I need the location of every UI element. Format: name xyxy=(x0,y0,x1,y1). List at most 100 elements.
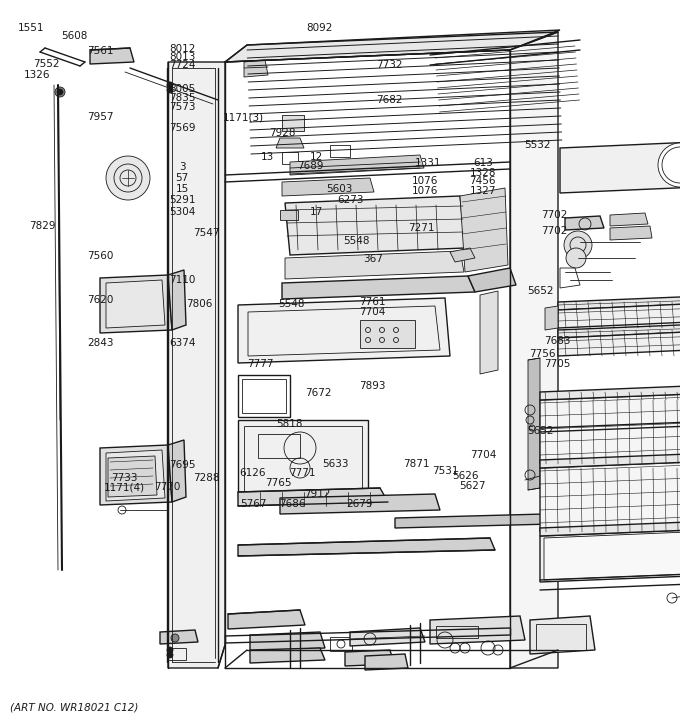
Polygon shape xyxy=(280,210,298,220)
Bar xyxy=(238,375,290,417)
Text: 7552: 7552 xyxy=(33,59,59,69)
Polygon shape xyxy=(168,440,186,502)
Text: 8092: 8092 xyxy=(307,22,333,33)
Polygon shape xyxy=(250,632,325,651)
Polygon shape xyxy=(100,275,172,333)
Circle shape xyxy=(566,248,586,268)
Polygon shape xyxy=(545,306,558,330)
Text: 7704: 7704 xyxy=(359,307,385,317)
Text: 5532: 5532 xyxy=(524,140,550,150)
Circle shape xyxy=(55,87,65,97)
Circle shape xyxy=(106,156,150,200)
Text: 57: 57 xyxy=(175,173,189,183)
Text: 7672: 7672 xyxy=(305,388,331,398)
Circle shape xyxy=(171,634,179,642)
Circle shape xyxy=(167,82,173,88)
Text: 7733: 7733 xyxy=(112,473,137,483)
Text: 7288: 7288 xyxy=(194,473,220,483)
Polygon shape xyxy=(168,62,225,668)
Bar xyxy=(536,624,586,650)
Bar xyxy=(360,320,415,348)
Text: 7912: 7912 xyxy=(305,489,330,499)
Text: 7761: 7761 xyxy=(359,297,385,307)
Text: 5548: 5548 xyxy=(343,236,369,246)
Text: 8013: 8013 xyxy=(169,52,195,62)
Text: 7695: 7695 xyxy=(169,460,195,471)
Polygon shape xyxy=(558,330,680,356)
Text: 7702: 7702 xyxy=(541,210,567,220)
Polygon shape xyxy=(160,630,198,644)
Text: 7770: 7770 xyxy=(154,482,180,492)
Bar xyxy=(436,626,478,638)
Polygon shape xyxy=(560,140,680,193)
Bar xyxy=(258,434,300,458)
Polygon shape xyxy=(460,188,508,272)
Text: 7561: 7561 xyxy=(88,46,114,56)
Text: 7704: 7704 xyxy=(470,450,496,460)
Text: 1076: 1076 xyxy=(412,176,438,186)
Circle shape xyxy=(57,89,63,95)
Polygon shape xyxy=(276,138,304,148)
Text: 7271: 7271 xyxy=(409,223,435,233)
Text: 7569: 7569 xyxy=(169,123,195,133)
Text: 7531: 7531 xyxy=(432,466,458,476)
Text: 7806: 7806 xyxy=(186,299,212,309)
Circle shape xyxy=(167,652,173,658)
Text: 7756: 7756 xyxy=(530,349,556,359)
Text: 5291: 5291 xyxy=(169,195,195,205)
Text: 7573: 7573 xyxy=(169,102,195,112)
Text: 7689: 7689 xyxy=(297,161,323,171)
Text: 7928: 7928 xyxy=(269,128,295,138)
Text: 6126: 6126 xyxy=(240,468,266,479)
Circle shape xyxy=(564,231,592,259)
Text: 5652: 5652 xyxy=(528,426,554,436)
Text: 7110: 7110 xyxy=(169,275,195,285)
Text: 5818: 5818 xyxy=(277,419,303,429)
Polygon shape xyxy=(106,280,165,328)
Polygon shape xyxy=(345,650,394,666)
Text: 5603: 5603 xyxy=(326,184,352,194)
Polygon shape xyxy=(250,648,325,663)
Polygon shape xyxy=(480,291,498,374)
Text: 7771: 7771 xyxy=(289,468,315,479)
Polygon shape xyxy=(528,358,540,490)
Polygon shape xyxy=(510,32,558,668)
Text: 7705: 7705 xyxy=(545,359,571,369)
Text: 1551: 1551 xyxy=(18,22,44,33)
Circle shape xyxy=(167,647,173,653)
Text: 5633: 5633 xyxy=(322,459,348,469)
Text: 1326: 1326 xyxy=(24,70,50,80)
Text: 1331: 1331 xyxy=(415,158,441,168)
Polygon shape xyxy=(530,616,595,654)
Polygon shape xyxy=(106,450,165,501)
Circle shape xyxy=(658,143,680,187)
Polygon shape xyxy=(540,460,680,532)
Text: 5304: 5304 xyxy=(169,207,195,218)
Text: 613: 613 xyxy=(473,158,493,168)
Text: 13: 13 xyxy=(260,152,274,162)
Text: 7871: 7871 xyxy=(403,459,429,469)
Text: 2679: 2679 xyxy=(346,499,372,509)
Text: 7835: 7835 xyxy=(169,93,195,103)
Polygon shape xyxy=(544,530,680,580)
Text: 7682: 7682 xyxy=(376,95,402,105)
Text: 7829: 7829 xyxy=(29,221,55,231)
Bar xyxy=(168,648,186,660)
Bar xyxy=(330,145,350,157)
Polygon shape xyxy=(280,494,440,514)
Text: 5767: 5767 xyxy=(240,499,266,509)
Text: 12: 12 xyxy=(310,152,324,162)
Text: 8012: 8012 xyxy=(169,44,195,54)
Bar xyxy=(330,637,352,651)
Text: 7560: 7560 xyxy=(88,251,114,261)
Text: 1171(3): 1171(3) xyxy=(223,112,264,123)
Polygon shape xyxy=(238,488,388,506)
Text: 7686: 7686 xyxy=(279,499,305,509)
Text: 7893: 7893 xyxy=(359,381,385,391)
Polygon shape xyxy=(228,610,305,629)
Text: 5548: 5548 xyxy=(279,299,305,309)
Polygon shape xyxy=(238,538,495,556)
Polygon shape xyxy=(100,445,172,505)
Text: 7620: 7620 xyxy=(88,295,114,305)
Polygon shape xyxy=(350,628,425,646)
